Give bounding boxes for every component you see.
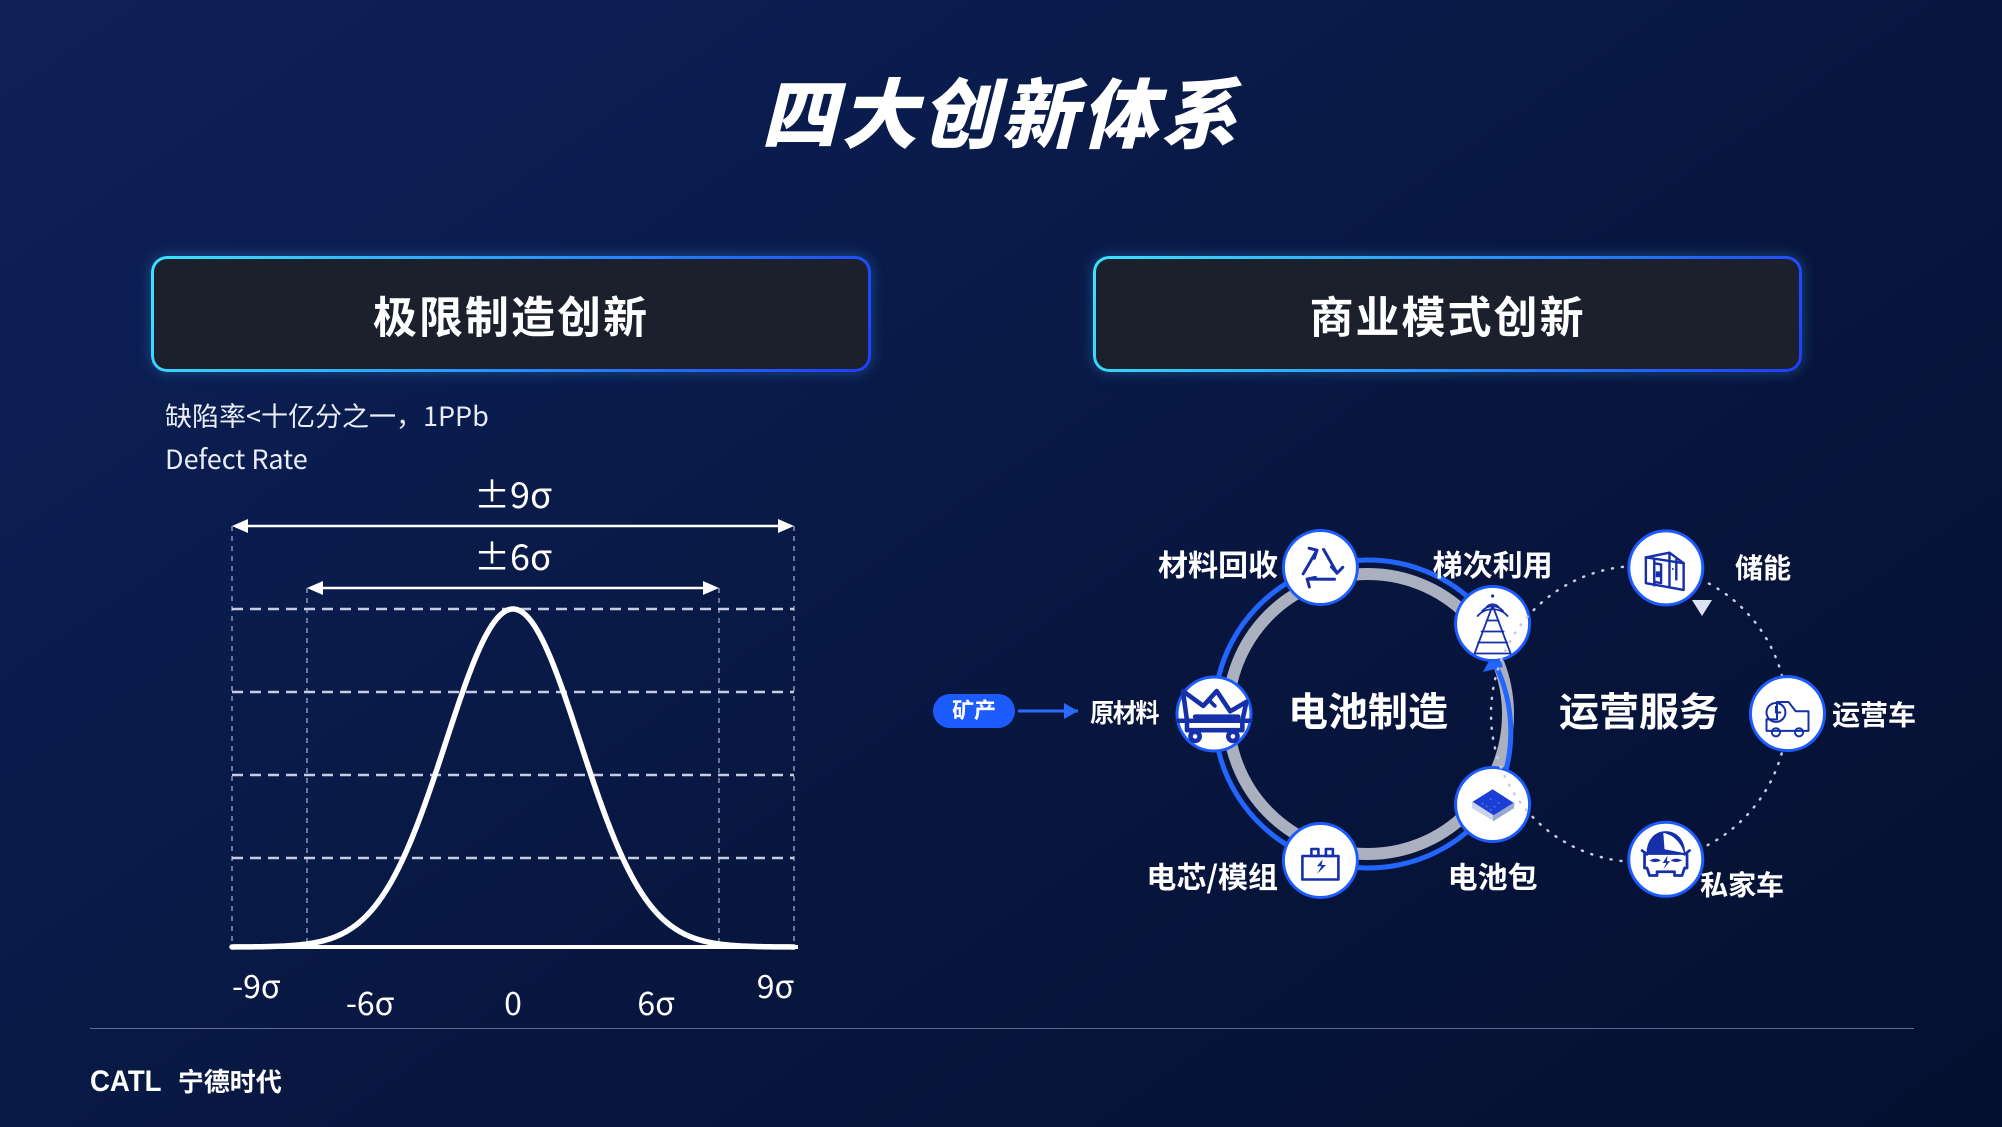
svg-text:±9σ: ±9σ — [474, 467, 552, 519]
svg-text:-6σ: -6σ — [346, 979, 395, 1025]
svg-text:运营服务: 运营服务 — [1559, 680, 1719, 738]
svg-text:运营车: 运营车 — [1832, 694, 1916, 734]
svg-text:6σ: 6σ — [637, 979, 675, 1025]
svg-text:梯次利用: 梯次利用 — [1433, 541, 1553, 585]
svg-text:原材料: 原材料 — [1090, 693, 1159, 730]
svg-text:±6σ: ±6σ — [474, 529, 552, 581]
svg-text:材料回收: 材料回收 — [1158, 541, 1278, 585]
svg-text:0: 0 — [504, 979, 522, 1025]
svg-text:私家车: 私家车 — [1700, 864, 1784, 904]
svg-text:电池包: 电池包 — [1448, 853, 1538, 897]
svg-text:电池制造: 电池制造 — [1288, 680, 1448, 738]
svg-text:储能: 储能 — [1735, 547, 1791, 587]
svg-text:矿产: 矿产 — [952, 693, 996, 725]
svg-text:-9σ: -9σ — [232, 962, 281, 1008]
svg-text:电芯/模组: 电芯/模组 — [1146, 853, 1278, 897]
svg-text:9σ: 9σ — [757, 962, 795, 1008]
